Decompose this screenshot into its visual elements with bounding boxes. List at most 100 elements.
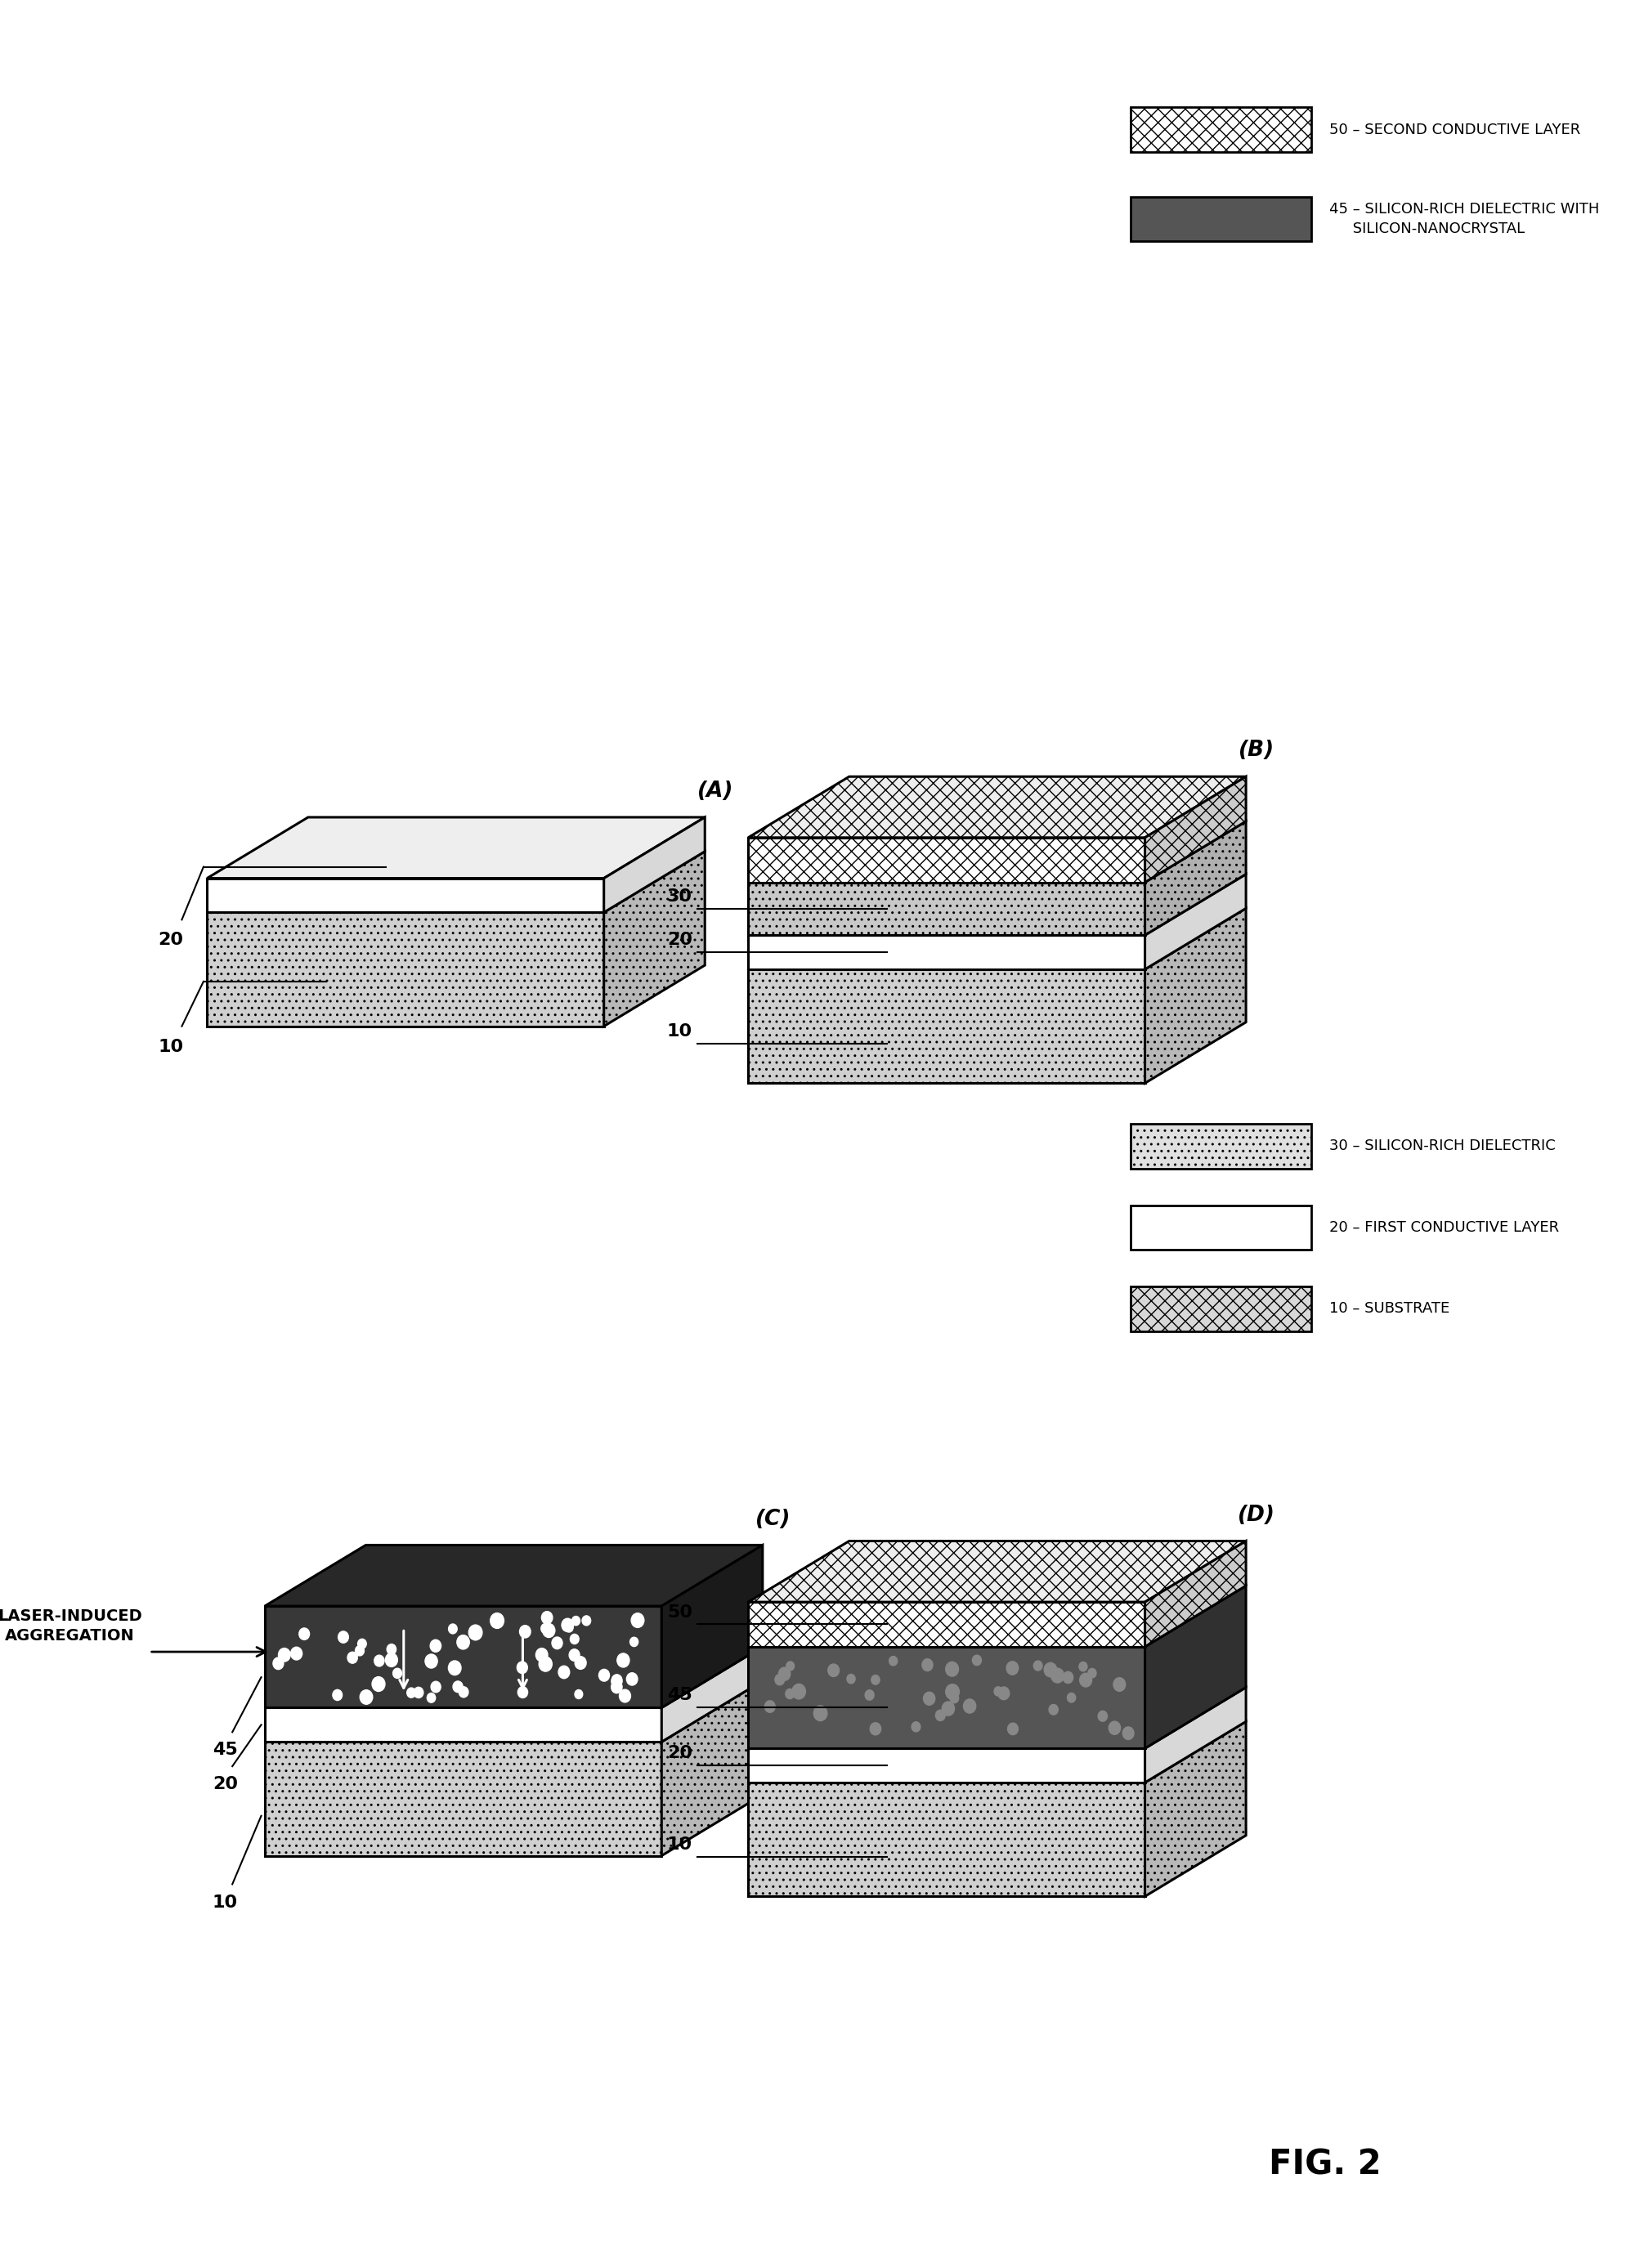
Polygon shape xyxy=(749,1687,1246,1749)
Polygon shape xyxy=(603,850,705,1025)
Circle shape xyxy=(1087,1669,1097,1678)
Polygon shape xyxy=(662,1647,762,1742)
Text: (A): (A) xyxy=(698,780,734,803)
Text: 45: 45 xyxy=(667,1687,692,1703)
Circle shape xyxy=(626,1674,638,1685)
Circle shape xyxy=(541,1624,549,1633)
Circle shape xyxy=(973,1656,981,1665)
Circle shape xyxy=(785,1690,795,1699)
Circle shape xyxy=(540,1656,553,1672)
Circle shape xyxy=(1099,1710,1107,1721)
Circle shape xyxy=(778,1667,790,1681)
Circle shape xyxy=(562,1619,574,1631)
Circle shape xyxy=(571,1635,579,1644)
Circle shape xyxy=(1033,1660,1041,1672)
Circle shape xyxy=(935,1710,945,1721)
Polygon shape xyxy=(1144,776,1246,882)
Polygon shape xyxy=(662,1545,762,1708)
Polygon shape xyxy=(208,878,603,912)
Circle shape xyxy=(373,1676,384,1692)
Text: 20: 20 xyxy=(667,932,692,948)
Circle shape xyxy=(559,1665,569,1678)
Circle shape xyxy=(994,1687,1002,1696)
Circle shape xyxy=(360,1690,373,1703)
Circle shape xyxy=(453,1681,463,1692)
Circle shape xyxy=(1123,1726,1135,1740)
Circle shape xyxy=(786,1662,795,1672)
Circle shape xyxy=(1045,1662,1056,1676)
Polygon shape xyxy=(749,1783,1144,1896)
Circle shape xyxy=(386,1653,397,1667)
Circle shape xyxy=(448,1624,458,1633)
Circle shape xyxy=(1063,1672,1073,1683)
Circle shape xyxy=(456,1635,469,1649)
Circle shape xyxy=(924,1692,935,1706)
Circle shape xyxy=(620,1690,631,1703)
Polygon shape xyxy=(1130,197,1311,240)
Polygon shape xyxy=(265,1606,662,1708)
Circle shape xyxy=(517,1662,528,1674)
Polygon shape xyxy=(208,816,705,878)
Text: 50: 50 xyxy=(667,1603,692,1619)
Circle shape xyxy=(1079,1662,1087,1672)
Text: 20: 20 xyxy=(159,932,183,948)
Circle shape xyxy=(355,1647,365,1656)
Polygon shape xyxy=(749,1601,1144,1647)
Polygon shape xyxy=(1144,1540,1246,1647)
Circle shape xyxy=(1007,1724,1019,1735)
Circle shape xyxy=(945,1685,960,1699)
Circle shape xyxy=(1068,1692,1076,1703)
Circle shape xyxy=(566,1624,574,1633)
Text: 10: 10 xyxy=(667,1837,692,1853)
Circle shape xyxy=(611,1674,623,1687)
Polygon shape xyxy=(1130,1204,1311,1250)
Circle shape xyxy=(518,1687,528,1699)
Polygon shape xyxy=(749,1540,1246,1601)
Circle shape xyxy=(427,1694,435,1703)
Circle shape xyxy=(414,1687,423,1699)
Polygon shape xyxy=(265,1742,662,1855)
Polygon shape xyxy=(1144,1687,1246,1783)
Polygon shape xyxy=(749,934,1144,968)
Circle shape xyxy=(598,1669,610,1681)
Text: 10: 10 xyxy=(213,1894,237,1912)
Polygon shape xyxy=(749,909,1246,968)
Circle shape xyxy=(536,1649,548,1662)
Text: FIG. 2: FIG. 2 xyxy=(1269,2148,1382,2182)
Circle shape xyxy=(392,1669,402,1678)
Polygon shape xyxy=(265,1647,762,1708)
Polygon shape xyxy=(208,850,705,912)
Polygon shape xyxy=(749,968,1144,1084)
Circle shape xyxy=(459,1687,468,1696)
Circle shape xyxy=(865,1690,875,1701)
Circle shape xyxy=(469,1624,482,1640)
Text: 20: 20 xyxy=(667,1744,692,1762)
Polygon shape xyxy=(1144,1721,1246,1896)
Text: 30: 30 xyxy=(667,889,692,905)
Circle shape xyxy=(1007,1662,1019,1674)
Circle shape xyxy=(871,1676,880,1685)
Text: 45: 45 xyxy=(213,1742,237,1758)
Text: 45 – SILICON-RICH DIELECTRIC WITH
     SILICON-NANOCRYSTAL: 45 – SILICON-RICH DIELECTRIC WITH SILICO… xyxy=(1329,202,1599,236)
Circle shape xyxy=(425,1653,438,1669)
Circle shape xyxy=(827,1665,839,1676)
Polygon shape xyxy=(1144,821,1246,934)
Circle shape xyxy=(912,1721,921,1733)
Circle shape xyxy=(611,1681,623,1694)
Circle shape xyxy=(616,1653,629,1667)
Circle shape xyxy=(1109,1721,1120,1735)
Circle shape xyxy=(543,1624,554,1637)
Circle shape xyxy=(950,1694,958,1703)
Circle shape xyxy=(278,1649,291,1662)
Polygon shape xyxy=(749,821,1246,882)
Circle shape xyxy=(997,1687,1009,1699)
Circle shape xyxy=(576,1690,582,1699)
Circle shape xyxy=(1113,1678,1125,1692)
Circle shape xyxy=(569,1649,580,1660)
Circle shape xyxy=(963,1699,976,1712)
Circle shape xyxy=(1051,1669,1064,1683)
Circle shape xyxy=(338,1631,348,1642)
Text: (D): (D) xyxy=(1238,1504,1275,1526)
Circle shape xyxy=(332,1690,342,1701)
Polygon shape xyxy=(208,912,603,1025)
